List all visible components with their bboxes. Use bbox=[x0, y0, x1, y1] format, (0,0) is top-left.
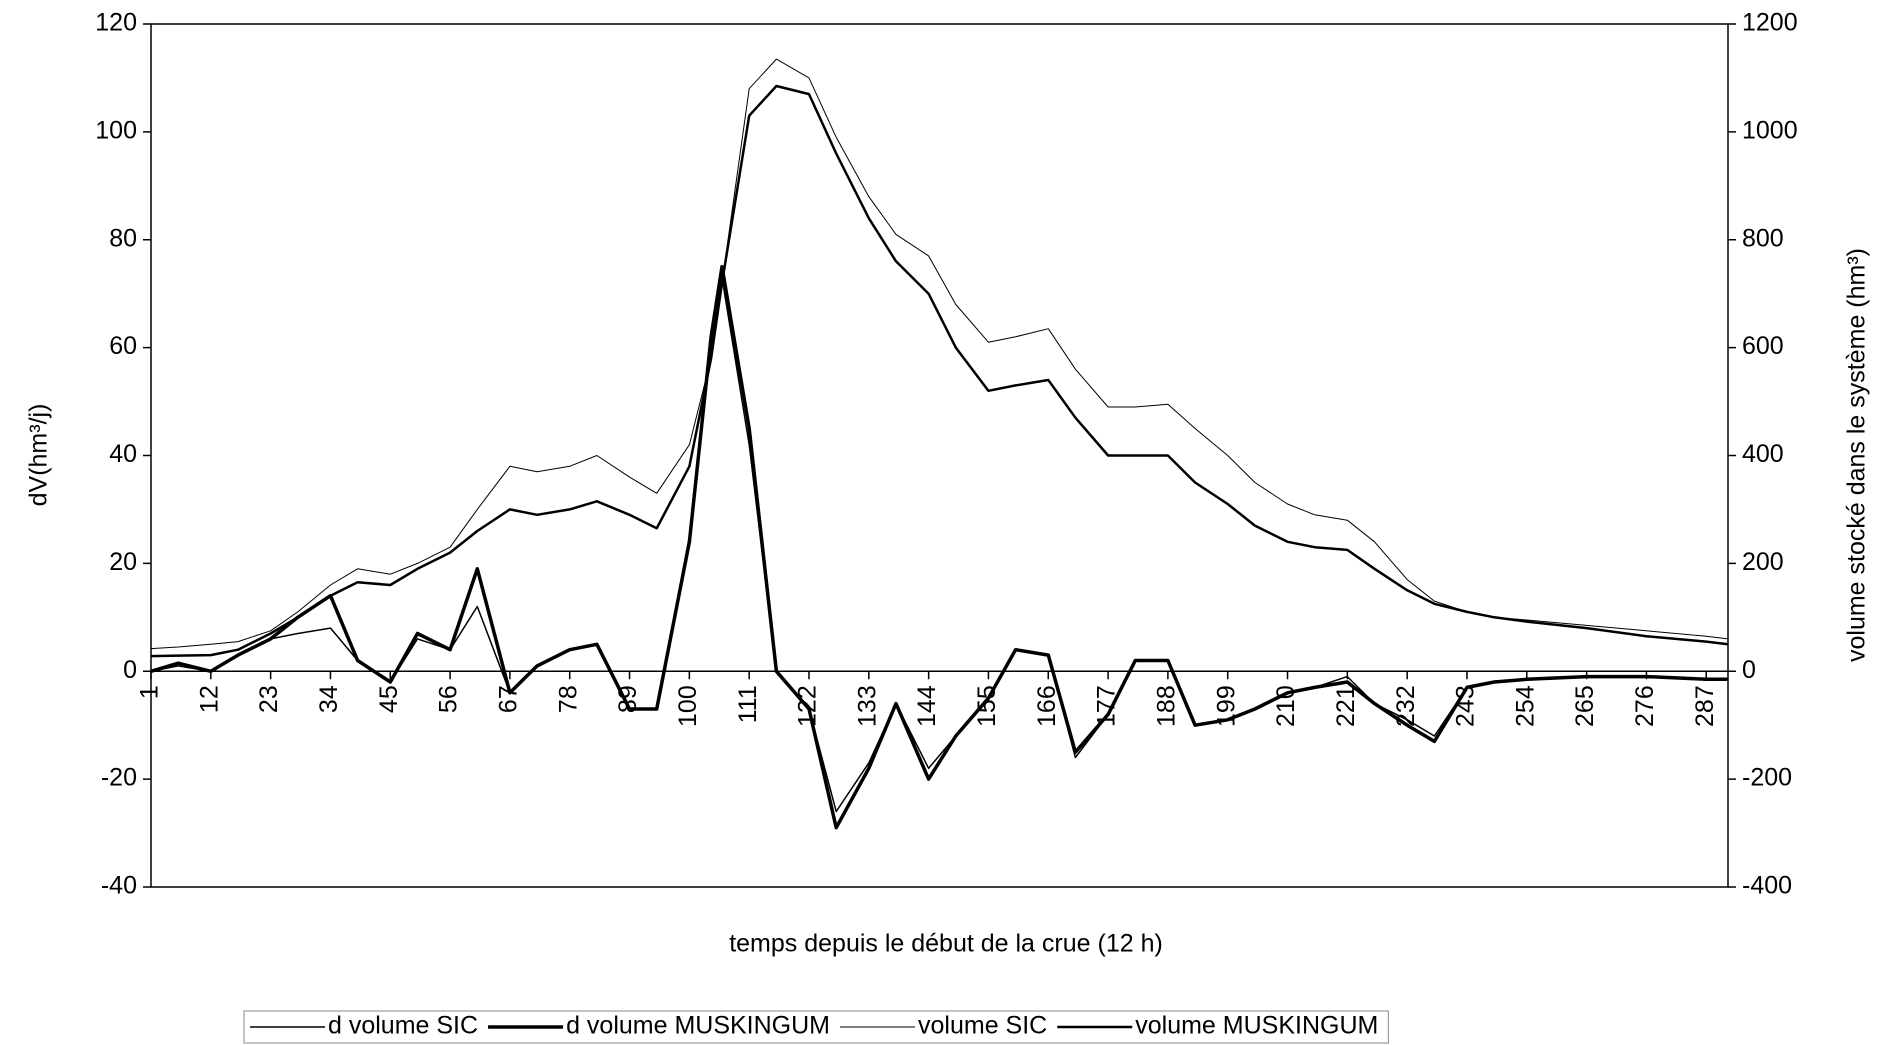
x-tick-label: 133 bbox=[853, 685, 881, 727]
y-tick-label: 20 bbox=[109, 548, 137, 576]
y2-tick-label: 1000 bbox=[1742, 116, 1798, 144]
x-tick-label: 100 bbox=[674, 685, 702, 727]
x-tick-label: 177 bbox=[1093, 685, 1121, 727]
y2-tick-label: -200 bbox=[1742, 764, 1792, 792]
y-tick-label: -20 bbox=[101, 764, 137, 792]
series-line bbox=[150, 264, 1728, 830]
legend-label: d volume MUSKINGUM bbox=[566, 1012, 830, 1040]
plot-frame bbox=[150, 23, 1729, 888]
x-tick-label: 45 bbox=[375, 685, 403, 713]
x-tick-label: 254 bbox=[1511, 685, 1539, 727]
x-tick-label: 221 bbox=[1332, 685, 1360, 727]
x-tick-label: 232 bbox=[1392, 685, 1420, 727]
y-tick-label: 60 bbox=[109, 332, 137, 360]
y2-axis-label: volume stocké dans le système (hm³) bbox=[1843, 248, 1871, 662]
legend-label: volume SIC bbox=[918, 1012, 1047, 1040]
y-tick-label: 0 bbox=[123, 656, 137, 684]
y2-tick-label: 1200 bbox=[1742, 9, 1798, 37]
y2-tick-label: 800 bbox=[1742, 224, 1784, 252]
x-tick-label: 78 bbox=[554, 685, 582, 713]
series-line bbox=[150, 58, 1729, 650]
y2-tick-label: 200 bbox=[1742, 548, 1784, 576]
x-tick-label: 287 bbox=[1691, 685, 1719, 727]
y-axis-label: dV(hm³/j) bbox=[25, 404, 53, 507]
y-tick-label: -40 bbox=[101, 872, 137, 900]
series-line bbox=[150, 276, 1728, 813]
y-tick-label: 40 bbox=[109, 440, 137, 468]
x-tick-label: 12 bbox=[195, 685, 223, 713]
legend: d volume SIC d volume MUSKINGUM volume SIC… bbox=[243, 1010, 1389, 1044]
x-tick-label: 1 bbox=[136, 685, 164, 699]
y-tick-label: 120 bbox=[95, 9, 137, 37]
legend-label: d volume SIC bbox=[328, 1012, 478, 1040]
x-tick-label: 34 bbox=[315, 685, 343, 713]
x-tick-label: 265 bbox=[1571, 685, 1599, 727]
series-line bbox=[150, 84, 1729, 658]
x-tick-label: 144 bbox=[913, 685, 941, 727]
y2-tick-label: 600 bbox=[1742, 332, 1784, 360]
legend-label: volume MUSKINGUM bbox=[1135, 1012, 1378, 1040]
y2-tick-label: 0 bbox=[1742, 656, 1756, 684]
x-axis-label: temps depuis le début de la crue (12 h) bbox=[729, 930, 1163, 958]
x-tick-label: 166 bbox=[1033, 685, 1061, 727]
x-tick-label: 155 bbox=[973, 685, 1001, 727]
x-tick-label: 276 bbox=[1631, 685, 1659, 727]
y-tick-label: 80 bbox=[109, 224, 137, 252]
y-tick-label: 100 bbox=[95, 116, 137, 144]
legend-box bbox=[243, 1010, 1389, 1044]
x-tick-label: 188 bbox=[1153, 685, 1181, 727]
x-tick-label: 56 bbox=[435, 685, 463, 713]
y2-tick-label: -400 bbox=[1742, 872, 1792, 900]
y2-tick-label: 400 bbox=[1742, 440, 1784, 468]
x-tick-label: 23 bbox=[255, 685, 283, 713]
x-tick-label: 111 bbox=[734, 685, 762, 723]
